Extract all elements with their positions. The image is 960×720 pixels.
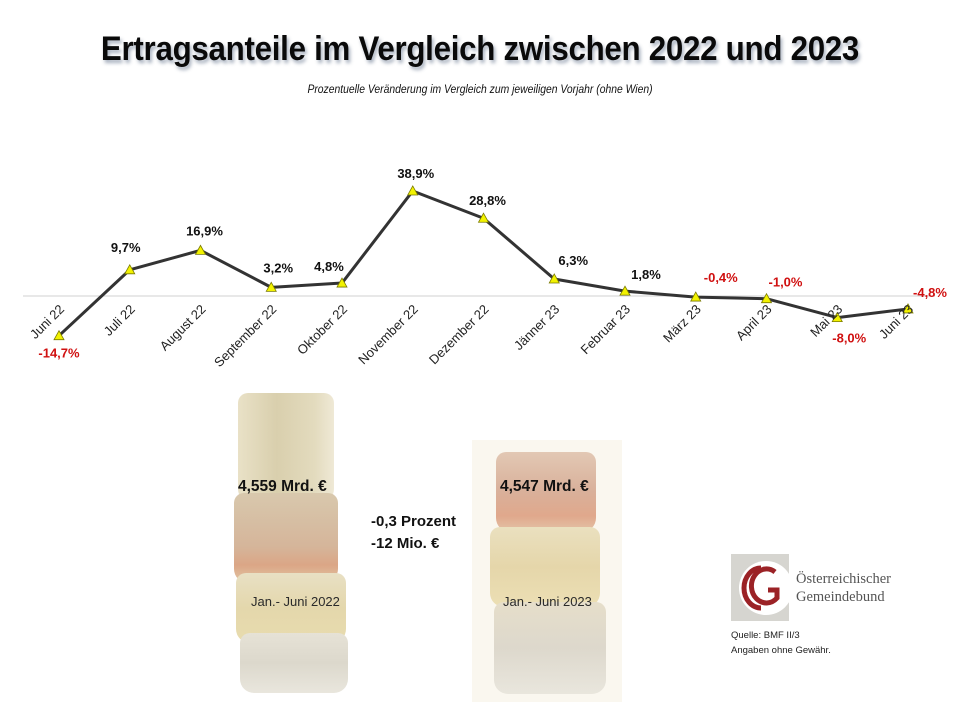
data-point-marker [831, 311, 843, 323]
x-tick-label: April 23 [733, 302, 775, 344]
coin-stack-2022-image [228, 393, 348, 693]
data-label: 3,2% [263, 260, 293, 275]
slide-subtitle: Prozentuelle Veränderung im Vergleich zu… [307, 84, 653, 96]
source-note: Quelle: BMF II/3 Angaben ohne Gewähr. [731, 628, 831, 658]
data-point-marker [902, 303, 914, 314]
data-label: 28,8% [469, 193, 506, 208]
x-tick-label: Dezember 22 [426, 302, 492, 368]
data-label: 38,9% [397, 166, 434, 181]
data-label: 4,8% [314, 259, 344, 274]
x-tick-label: März 23 [660, 302, 704, 346]
data-label: -1,0% [769, 275, 803, 290]
logo-line-1: Österreichischer [796, 571, 892, 587]
disclaimer-text: Angaben ohne Gewähr. [731, 645, 831, 656]
x-tick-label: September 22 [211, 302, 279, 370]
data-point-marker [336, 277, 348, 288]
data-point-marker [194, 244, 207, 255]
x-tick-label: Juli 22 [101, 302, 138, 339]
data-label: 9,7% [111, 240, 141, 255]
logo-line-2: Gemeindebund [796, 589, 885, 605]
data-label: -0,4% [704, 270, 738, 285]
x-tick-label: Oktober 22 [294, 302, 350, 358]
data-label: 1,8% [631, 267, 661, 282]
data-point-marker [124, 263, 136, 275]
data-label: -14,7% [38, 346, 80, 361]
x-tick-label: August 22 [157, 302, 209, 354]
data-label: -4,8% [913, 285, 947, 300]
coin-stack-2023-image [472, 440, 622, 702]
data-point-marker [477, 212, 490, 223]
data-point-marker [548, 273, 560, 284]
gemeindebund-logo-icon [739, 561, 793, 615]
data-point-marker [619, 285, 631, 296]
data-point-marker [265, 281, 277, 292]
amount-2022: 4,559 Mrd. € [238, 478, 327, 495]
data-label: 6,3% [558, 253, 588, 268]
change-amount: -12 Mio. € [371, 535, 440, 552]
data-point-marker [690, 291, 702, 302]
amount-2023: 4,547 Mrd. € [500, 478, 589, 495]
gemeindebund-logo [731, 554, 793, 621]
x-tick-label: Juni 23 [876, 302, 916, 342]
slide-title: Ertragsanteile im Vergleich zwischen 202… [100, 30, 860, 68]
x-tick-label: Jänner 23 [511, 302, 562, 353]
line-chart: -14,7% 9,7% 16,9% 3,2% 4,8% 38,9% 28,8% 6,3% 1,8… [23, 166, 947, 370]
change-percent: -0,3 Prozent [371, 513, 457, 530]
source-text: Quelle: BMF II/3 [731, 630, 800, 641]
logo-wordmark: Österreichischer Gemeindebund [796, 570, 891, 606]
data-point-marker [407, 185, 419, 196]
x-tick-label: November 22 [355, 302, 421, 368]
data-point-marker [760, 292, 773, 304]
data-point-marker [53, 329, 65, 341]
period-2022: Jan.- Juni 2022 [251, 594, 340, 609]
period-2023: Jan.- Juni 2023 [503, 594, 592, 609]
x-tick-label: Februar 23 [578, 302, 634, 358]
data-label: -8,0% [832, 331, 866, 346]
data-label: 16,9% [186, 223, 223, 238]
